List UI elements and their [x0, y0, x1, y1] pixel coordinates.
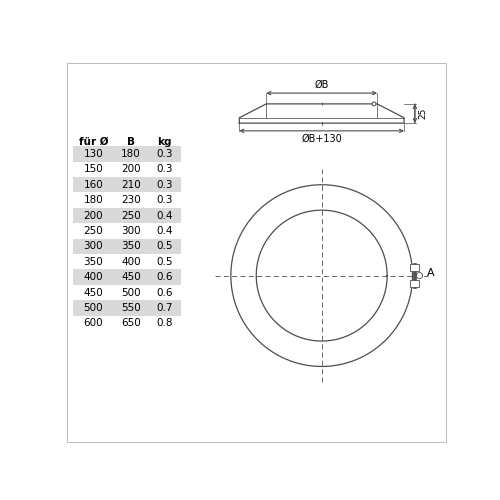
Text: 400: 400 — [84, 272, 103, 282]
Text: kg: kg — [158, 136, 172, 146]
Polygon shape — [148, 177, 181, 192]
Text: 0.5: 0.5 — [156, 242, 173, 252]
Text: 0.3: 0.3 — [156, 180, 173, 190]
Polygon shape — [114, 146, 148, 162]
Text: ØB: ØB — [314, 80, 329, 90]
Text: 130: 130 — [84, 149, 103, 159]
Text: 500: 500 — [84, 303, 103, 313]
Polygon shape — [148, 238, 181, 254]
Polygon shape — [148, 300, 181, 316]
Text: 250: 250 — [84, 226, 103, 236]
Polygon shape — [114, 177, 148, 192]
Polygon shape — [73, 270, 114, 285]
Text: 350: 350 — [121, 242, 141, 252]
Text: 150: 150 — [84, 164, 103, 174]
Text: 0.7: 0.7 — [156, 303, 173, 313]
Text: 200: 200 — [84, 210, 103, 220]
Polygon shape — [73, 300, 114, 316]
Text: 650: 650 — [121, 318, 141, 328]
Text: 450: 450 — [84, 288, 103, 298]
Text: ØB+130: ØB+130 — [302, 134, 342, 144]
Bar — [412, 264, 416, 288]
Bar — [410, 264, 418, 271]
Text: 400: 400 — [122, 256, 141, 266]
Text: 200: 200 — [122, 164, 141, 174]
Polygon shape — [148, 208, 181, 223]
Text: 0.6: 0.6 — [156, 272, 173, 282]
Text: 0.6: 0.6 — [156, 288, 173, 298]
Polygon shape — [73, 238, 114, 254]
Text: 0.4: 0.4 — [156, 210, 173, 220]
Text: A: A — [426, 268, 434, 278]
Text: 250: 250 — [121, 210, 141, 220]
Text: für Ø: für Ø — [78, 136, 108, 146]
Polygon shape — [114, 208, 148, 223]
Polygon shape — [73, 146, 114, 162]
Polygon shape — [148, 270, 181, 285]
Text: 180: 180 — [84, 195, 103, 205]
Text: 0.3: 0.3 — [156, 164, 173, 174]
Text: 550: 550 — [121, 303, 141, 313]
Polygon shape — [73, 177, 114, 192]
Text: 230: 230 — [121, 195, 141, 205]
Polygon shape — [148, 146, 181, 162]
Text: 600: 600 — [84, 318, 103, 328]
Text: 180: 180 — [121, 149, 141, 159]
Text: 160: 160 — [84, 180, 103, 190]
Text: 0.3: 0.3 — [156, 149, 173, 159]
Bar — [410, 280, 418, 287]
Text: 450: 450 — [121, 272, 141, 282]
Polygon shape — [114, 238, 148, 254]
Polygon shape — [114, 270, 148, 285]
Text: B: B — [127, 136, 135, 146]
Text: 0.3: 0.3 — [156, 195, 173, 205]
Polygon shape — [114, 300, 148, 316]
Polygon shape — [73, 208, 114, 223]
Text: 350: 350 — [84, 256, 103, 266]
Circle shape — [416, 272, 422, 278]
Text: 25: 25 — [418, 108, 427, 119]
Text: 0.5: 0.5 — [156, 256, 173, 266]
Text: 0.8: 0.8 — [156, 318, 173, 328]
Circle shape — [372, 102, 376, 106]
Text: 210: 210 — [121, 180, 141, 190]
Text: 300: 300 — [84, 242, 103, 252]
Text: 300: 300 — [122, 226, 141, 236]
Text: 0.4: 0.4 — [156, 226, 173, 236]
Text: 500: 500 — [122, 288, 141, 298]
